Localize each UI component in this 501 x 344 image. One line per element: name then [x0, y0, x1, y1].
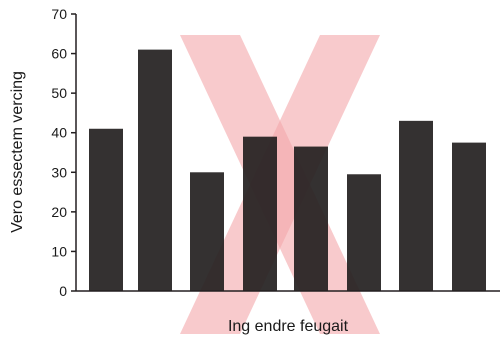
y-tick-label: 50 — [51, 85, 67, 101]
bar-6 — [347, 174, 381, 291]
bar-3 — [190, 172, 224, 291]
y-ticks-group: 0 10 20 30 40 50 60 70 — [51, 6, 76, 299]
y-tick-label: 10 — [51, 243, 67, 259]
y-tick-label: 60 — [51, 46, 67, 62]
y-tick-label: 20 — [51, 204, 67, 220]
bar-7 — [399, 120, 433, 291]
bars-group — [89, 49, 486, 291]
y-tick-label: 30 — [51, 164, 67, 180]
bar-4 — [243, 136, 277, 291]
bar-2 — [138, 49, 172, 291]
axes-group — [75, 14, 500, 292]
watermark-x-overlay — [180, 35, 380, 334]
y-tick-label: 0 — [59, 283, 67, 299]
overlay-x-stroke-right — [180, 35, 380, 334]
y-tick-label: 40 — [51, 125, 67, 141]
y-tick-label: 70 — [51, 6, 67, 22]
bar-5 — [294, 146, 328, 291]
bar-8 — [452, 142, 486, 291]
x-axis-title: Ing endre feugait — [228, 318, 349, 335]
y-axis-title: Vero essectem vercing — [9, 71, 26, 233]
bar-1 — [89, 128, 123, 291]
